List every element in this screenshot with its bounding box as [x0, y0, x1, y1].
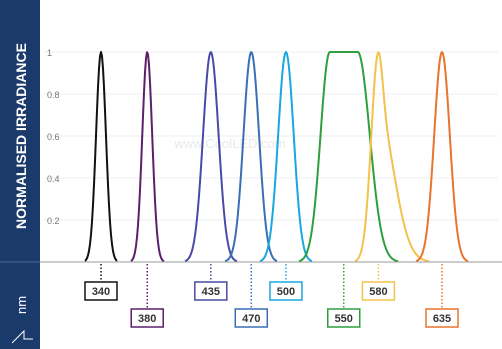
wavelength-box-580	[361, 281, 396, 301]
y-tick-labels: 1 0.8 0.6 0.4 0.2	[47, 48, 60, 226]
watermark: www.CoolLED.com	[173, 136, 285, 151]
wavelength-box-500	[269, 281, 303, 301]
wavelength-box-380	[130, 308, 164, 328]
curve-550	[298, 51, 399, 263]
gridlines	[44, 51, 498, 221]
wavelength-box-435	[194, 281, 228, 301]
curve-500	[259, 51, 313, 263]
wavelength-box-550	[326, 308, 361, 328]
wavelength-box-470	[234, 308, 269, 328]
lambda-icon	[11, 329, 33, 344]
left-sidebar	[0, 0, 40, 349]
wavelength-label: 550	[335, 313, 353, 325]
y-axis-label: NORMALISED IRRADIANCE	[13, 43, 29, 229]
curve-380	[130, 51, 165, 263]
wavelength-label: 340	[92, 286, 110, 298]
spectrum-curves	[84, 51, 469, 263]
wavelength-label: 580	[369, 286, 387, 298]
curve-435	[184, 51, 238, 263]
wavelength-label: 380	[138, 313, 156, 325]
wavelength-box-340	[84, 281, 118, 301]
y-tick-label: 0.8	[47, 90, 60, 100]
wavelength-label: 470	[242, 313, 260, 325]
y-tick-label: 0.6	[47, 132, 60, 142]
curve-340	[84, 51, 118, 262]
curve-470	[224, 51, 278, 263]
x-axis-unit-label: nm	[14, 296, 29, 314]
y-tick-label: 1	[47, 48, 52, 58]
y-tick-label: 0.4	[47, 174, 60, 184]
wavelength-label: 635	[433, 313, 451, 325]
wavelength-label: 500	[277, 286, 295, 298]
wavelength-markers: 340 380 435 470 500 550 580 635	[84, 264, 459, 328]
curve-635	[415, 51, 469, 263]
y-tick-label: 0.2	[47, 216, 60, 226]
wavelength-label: 435	[202, 286, 220, 298]
curve-580	[354, 51, 430, 263]
wavelength-box-635	[425, 308, 459, 328]
